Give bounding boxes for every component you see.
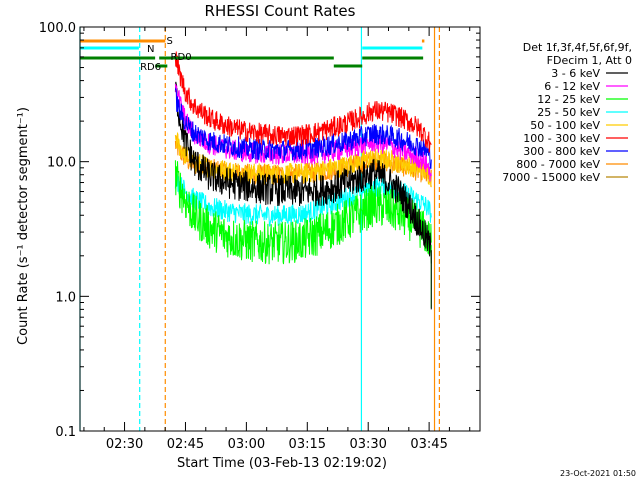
- legend-label-0: 3 - 6 keV: [551, 67, 600, 80]
- series-line-3-6kev: [174, 81, 432, 264]
- x-tick-label-5: 03:45: [410, 437, 447, 452]
- legend-label-4: 50 - 100 keV: [530, 119, 600, 132]
- legend-label-8: 7000 - 15000 keV: [502, 171, 600, 184]
- series-line-12-25kev: [174, 160, 432, 265]
- legend-label-5: 100 - 300 keV: [523, 132, 600, 145]
- series-line-300-800kev: [174, 87, 432, 169]
- x-tick-label-3: 03:15: [289, 437, 326, 452]
- x-tick-label-1: 02:45: [167, 437, 204, 452]
- footer-timestamp: 23-Oct-2021 01:50: [560, 469, 636, 478]
- y-tick-label-2: 10.0: [47, 156, 76, 171]
- y-axis-label: Count Rate (s⁻¹ detector segment⁻¹): [16, 107, 31, 345]
- legend-label-7: 800 - 7000 keV: [516, 158, 600, 171]
- x-axis-label: Start Time (03-Feb-13 02:19:02): [177, 456, 387, 471]
- legend-label-6: 300 - 800 keV: [523, 145, 600, 158]
- annotation-s: S: [166, 36, 172, 47]
- legend-label-2: 12 - 25 keV: [537, 93, 600, 106]
- y-tick-label-0: 0.1: [55, 425, 76, 440]
- legend-header-line-1: Det 1f,3f,4f,5f,6f,9f,: [523, 41, 632, 54]
- annotation-rd6: RD6: [140, 62, 161, 73]
- legend-header-line-2: FDecim 1, Att 0: [547, 54, 632, 67]
- x-tick-label-0: 02:30: [106, 437, 143, 452]
- y-tick-label-3: 100.0: [39, 21, 76, 36]
- annotation-n: N: [147, 44, 154, 55]
- x-tick-label-4: 03:30: [349, 437, 386, 452]
- chart-title: RHESSI Count Rates: [205, 2, 356, 20]
- series-line-100-300kev: [174, 51, 432, 153]
- plot-frame: [79, 26, 481, 432]
- y-tick-label-1: 1.0: [55, 290, 76, 305]
- legend-label-1: 6 - 12 keV: [544, 80, 600, 93]
- annotation-rd0: RD0: [171, 52, 192, 63]
- x-tick-label-2: 03:00: [228, 437, 265, 452]
- legend-label-3: 25 - 50 keV: [537, 106, 600, 119]
- plot-area: S N RD0 RD6 02:30 02:45 03:00 03:15 03:30 03:45 0.…: [39, 21, 481, 452]
